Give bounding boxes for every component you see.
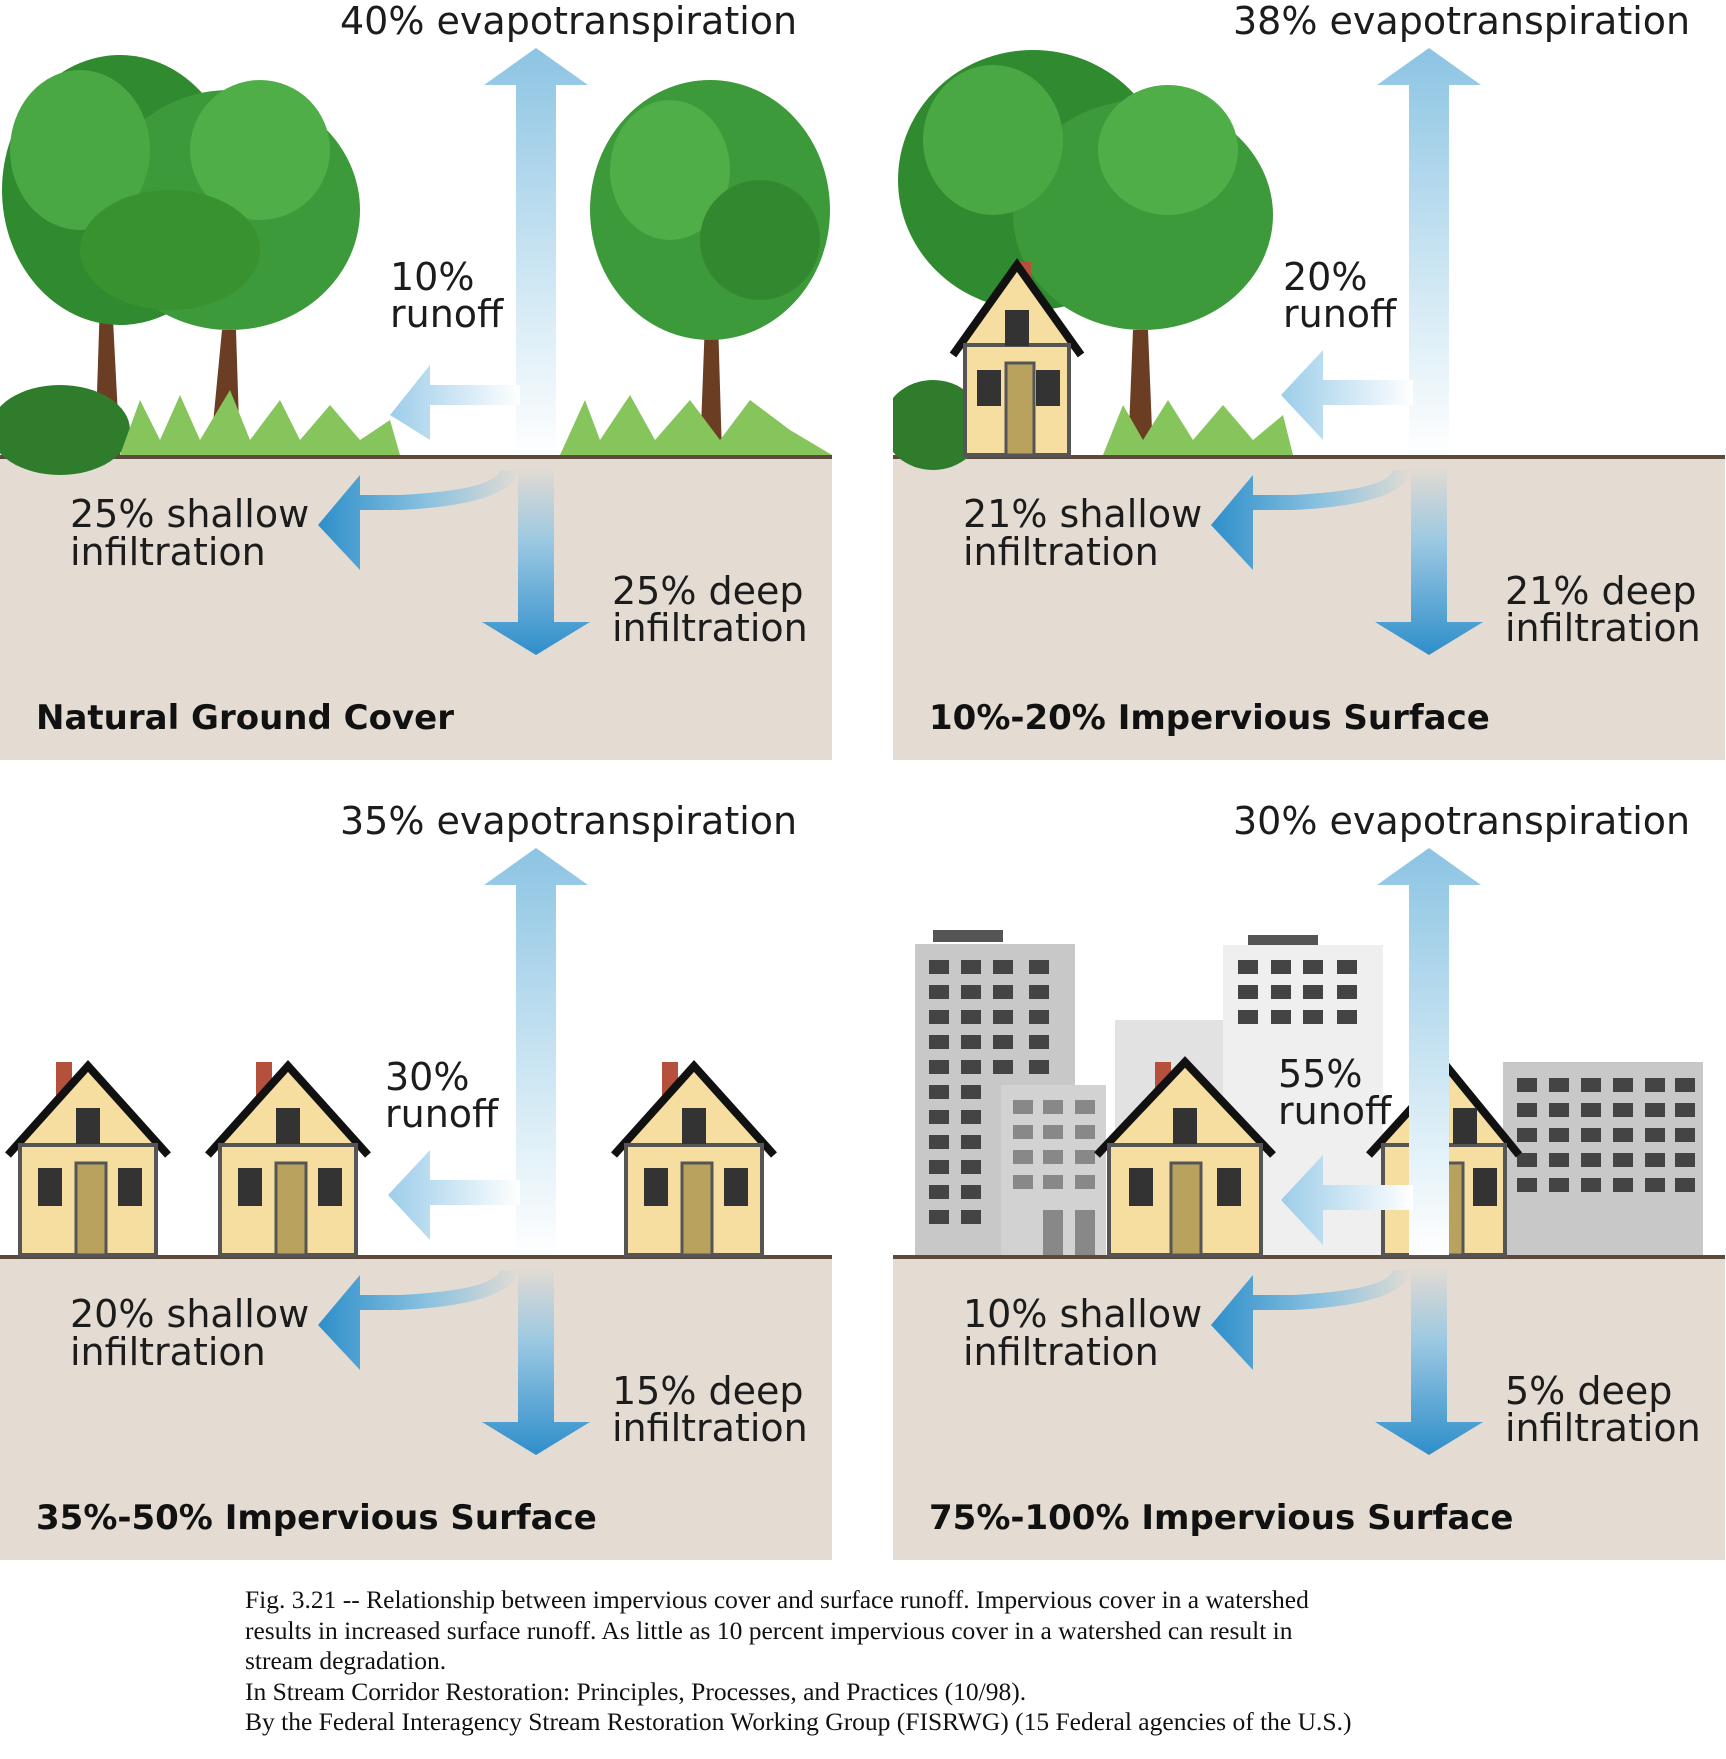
panel-title: Natural Ground Cover <box>36 698 454 738</box>
shallow-infiltration-label: infiltration <box>70 530 266 574</box>
deep-infiltration-arrow <box>482 1265 590 1455</box>
tree-icon <box>590 80 830 455</box>
runoff-arrow <box>388 1150 520 1240</box>
shallow-infiltration-label: infiltration <box>963 530 1159 574</box>
figure-caption: Fig. 3.21 -- Relationship between imperv… <box>245 1585 1545 1738</box>
deep-infiltration-label: infiltration <box>612 1406 808 1450</box>
shallow-infiltration-label: 10% shallow <box>963 1292 1203 1336</box>
shallow-infiltration-label: 20% shallow <box>70 1292 310 1336</box>
grass-icon <box>1103 400 1293 455</box>
shallow-infiltration-label: 21% shallow <box>963 492 1203 536</box>
deep-infiltration-label: infiltration <box>612 606 808 650</box>
panel-natural-ground-cover: 40% evapotranspiration 10% runoff 25% sh… <box>0 0 832 760</box>
runoff-percent-label: 20% <box>1283 255 1368 299</box>
runoff-percent-label: 10% <box>390 255 475 299</box>
panel-10-20-impervious: 38% evapotranspiration 20% runoff 21% sh… <box>893 0 1725 760</box>
panel-illustration <box>915 848 1703 1455</box>
panel-title: 35%-50% Impervious Surface <box>36 1498 597 1538</box>
tree-icon <box>898 50 1273 455</box>
caption-line: In Stream Corridor Restoration: Principl… <box>245 1676 1027 1706</box>
panel-illustration <box>5 848 777 1455</box>
runoff-label: runoff <box>390 292 504 336</box>
caption-line: results in increased surface runoff. As … <box>245 1615 1293 1645</box>
evapotranspiration-arrow <box>1377 848 1481 1255</box>
evapotranspiration-arrow <box>1377 48 1481 455</box>
caption-line: By the Federal Interagency Stream Restor… <box>245 1707 1352 1736</box>
runoff-label: runoff <box>1283 292 1397 336</box>
tree-icon <box>2 55 360 455</box>
evapotranspiration-label: 35% evapotranspiration <box>340 799 798 843</box>
house-icon <box>205 1060 371 1257</box>
caption-line: stream degradation. <box>245 1646 447 1675</box>
grass-icon <box>120 390 832 455</box>
evapotranspiration-arrow <box>484 48 588 455</box>
shrub-icon <box>0 385 130 475</box>
shrub-icon <box>893 380 983 470</box>
runoff-arrow <box>1281 1155 1413 1245</box>
panel-illustration <box>0 48 832 655</box>
panel-title: 75%-100% Impervious Surface <box>929 1498 1514 1538</box>
house-icon <box>611 1060 777 1257</box>
runoff-label: runoff <box>385 1092 499 1136</box>
shallow-infiltration-arrow <box>318 1270 520 1370</box>
deep-infiltration-arrow <box>482 465 590 655</box>
house-icon <box>1094 1056 1276 1257</box>
deep-infiltration-label: 21% deep <box>1505 569 1697 613</box>
deep-infiltration-label: 15% deep <box>612 1369 804 1413</box>
deep-infiltration-arrow <box>1375 1265 1483 1455</box>
deep-infiltration-label: infiltration <box>1505 606 1701 650</box>
house-icon <box>5 1060 171 1257</box>
runoff-arrow <box>1281 350 1413 440</box>
panel-title: 10%-20% Impervious Surface <box>929 698 1490 738</box>
shallow-infiltration-arrow <box>318 470 520 570</box>
runoff-arrow <box>390 365 520 440</box>
runoff-percent-label: 30% <box>385 1055 470 1099</box>
shallow-infiltration-arrow <box>1211 1270 1413 1370</box>
panel-illustration <box>893 48 1483 655</box>
evapotranspiration-arrow <box>484 848 588 1255</box>
house-icon <box>949 258 1085 457</box>
evapotranspiration-label: 40% evapotranspiration <box>340 0 798 43</box>
deep-infiltration-label: 5% deep <box>1505 1369 1673 1413</box>
shallow-infiltration-arrow <box>1211 470 1413 570</box>
deep-infiltration-label: infiltration <box>1505 1406 1701 1450</box>
shallow-infiltration-label: infiltration <box>70 1330 266 1374</box>
evapotranspiration-label: 30% evapotranspiration <box>1233 799 1691 843</box>
building-icon <box>1503 1062 1703 1255</box>
deep-infiltration-arrow <box>1375 465 1483 655</box>
panel-35-50-impervious: 35% evapotranspiration 30% runoff 20% sh… <box>0 800 832 1560</box>
caption-line: Fig. 3.21 -- Relationship between imperv… <box>245 1585 1309 1614</box>
deep-infiltration-label: 25% deep <box>612 569 804 613</box>
shallow-infiltration-label: infiltration <box>963 1330 1159 1374</box>
runoff-percent-label: 55% <box>1278 1052 1363 1096</box>
building-icon <box>1001 1085 1106 1255</box>
evapotranspiration-label: 38% evapotranspiration <box>1233 0 1691 43</box>
panel-75-100-impervious: 30% evapotranspiration 55% runoff 10% sh… <box>893 800 1725 1560</box>
runoff-label: runoff <box>1278 1089 1392 1133</box>
shallow-infiltration-label: 25% shallow <box>70 492 310 536</box>
